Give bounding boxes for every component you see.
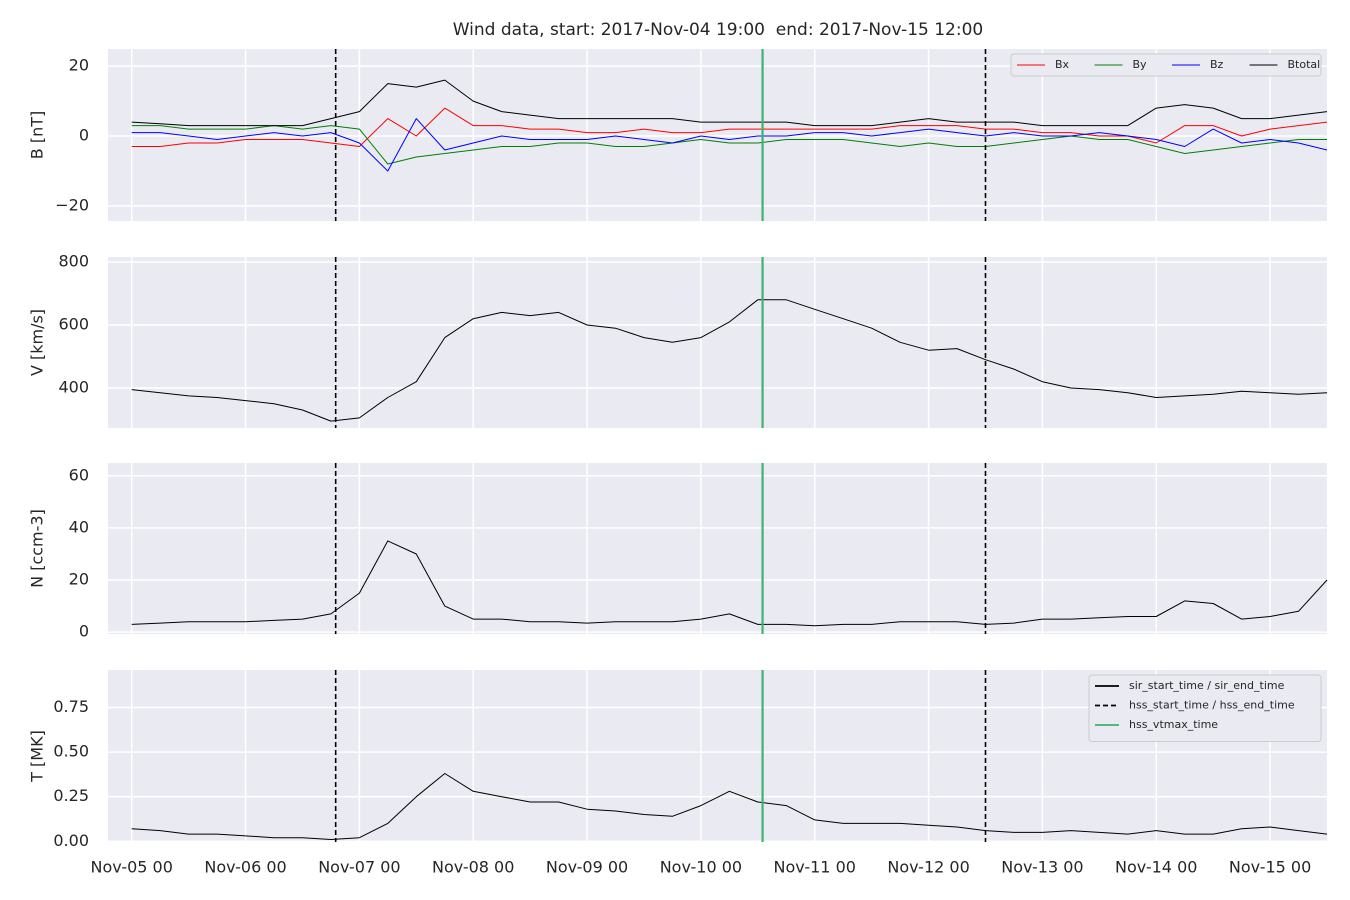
legend-label: sir_start_time / sir_end_time [1129,679,1285,692]
y-tick-label: 800 [58,252,89,271]
legend-label: Btotal [1288,58,1321,71]
legend-label: Bz [1210,58,1224,71]
y-axis-label: N [ccm-3] [28,509,47,588]
y-tick-label: 40 [69,517,89,536]
x-tick-label: Nov-07 00 [318,858,400,877]
x-tick-label: Nov-11 00 [774,858,856,877]
legend-label: hss_start_time / hss_end_time [1129,699,1295,712]
y-tick-label: 0 [79,622,89,641]
data-line [131,125,1327,165]
y-tick-label: 0 [79,126,89,145]
y-tick-label: 60 [69,465,89,484]
y-axis-label: V [km/s] [28,309,47,376]
y-tick-label: 600 [58,315,89,334]
y-tick-label: 0.25 [53,786,89,805]
legend: sir_start_time / sir_end_time hss_start_t… [1088,674,1322,742]
data-line [131,540,1328,627]
y-axis-label: B [nT] [28,111,47,159]
x-tick-label: Nov-10 00 [660,858,742,877]
y-axis-label: T [MK] [28,730,47,783]
data-line [131,773,1328,840]
y-tick-label: 0.00 [53,831,89,850]
y-tick-label: 400 [58,378,89,397]
x-tick-label: Nov-08 00 [432,858,514,877]
legend-label: Bx [1055,58,1070,71]
legend-box [1010,53,1322,77]
y-tick-label: −20 [55,195,89,214]
x-tick-label: Nov-05 00 [91,858,173,877]
plot-background [108,463,1327,634]
legend: Bx By Bz Btotal [1010,53,1322,77]
x-tick-label: Nov-12 00 [887,858,969,877]
x-tick-label: Nov-13 00 [1001,858,1083,877]
data-line [131,299,1328,422]
x-tick-label: Nov-15 00 [1229,858,1311,877]
y-tick-label: 0.75 [53,697,89,716]
figure-title: Wind data, start: 2017-Nov-04 19:00 end:… [453,20,983,40]
y-tick-label: 20 [69,570,89,589]
data-line [131,118,1328,172]
legend-box [1088,674,1322,742]
y-tick-label: 20 [69,56,89,75]
x-tick-label: Nov-09 00 [546,858,628,877]
legend-label: By [1133,58,1148,71]
plot-background [108,257,1327,428]
data-line [131,79,1328,127]
y-tick-label: 0.50 [53,742,89,761]
x-tick-label: Nov-06 00 [204,858,286,877]
legend-label: hss_vtmax_time [1129,718,1218,731]
x-tick-label: Nov-14 00 [1115,858,1197,877]
